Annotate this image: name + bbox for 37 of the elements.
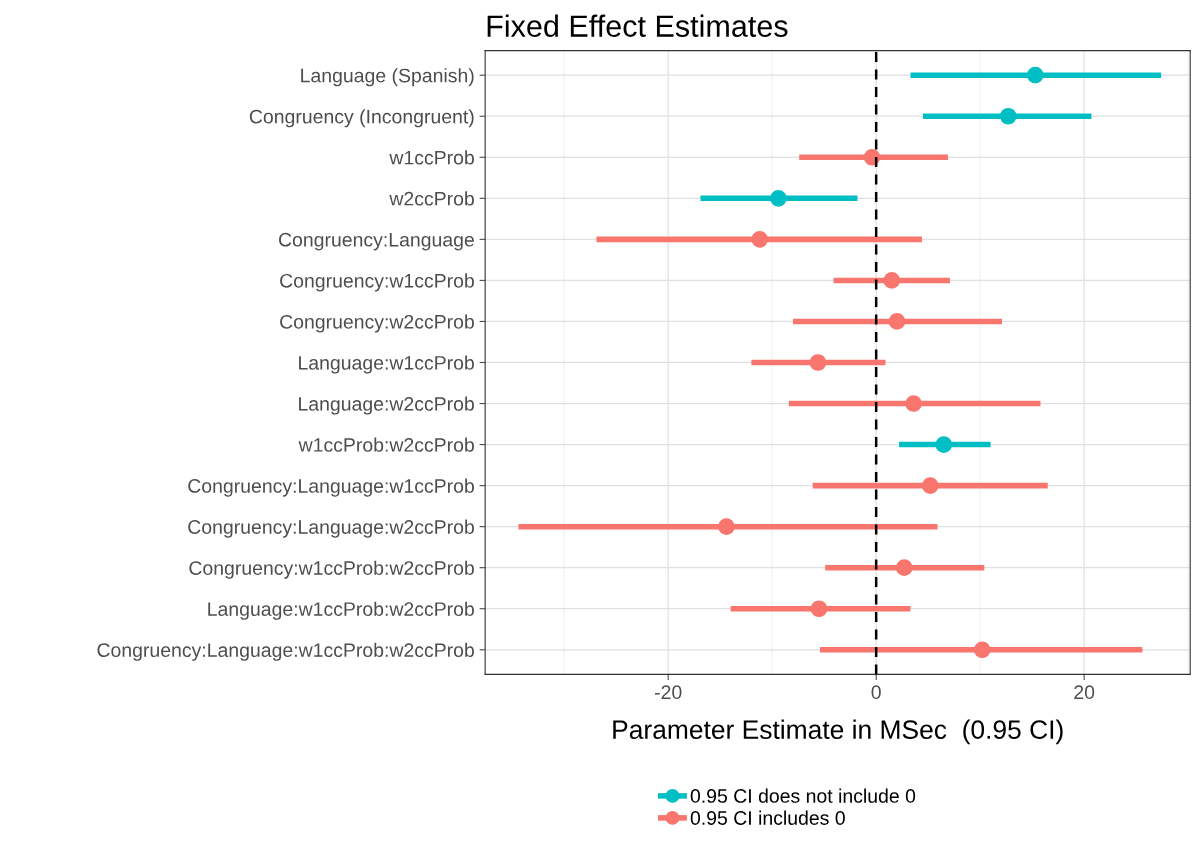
y-tick-label: w1ccProb xyxy=(389,150,474,165)
x-tick-label: -20 xyxy=(655,685,682,700)
y-tick-label: Language (Spanish) xyxy=(301,68,474,87)
x-axis-title: Parameter Estimate in MSec (0.95 CI) xyxy=(613,719,1063,745)
y-tick-label: Language:w1ccProb xyxy=(299,355,474,374)
point xyxy=(770,189,787,207)
y-tick-label: Congruency:Language:w1ccProb:w2ccProb xyxy=(97,642,474,661)
y-tick-label: Congruency:Language:w1ccProb xyxy=(188,478,474,497)
point xyxy=(883,272,901,289)
point xyxy=(888,313,906,330)
point xyxy=(999,107,1017,125)
point xyxy=(1026,66,1044,84)
y-tick-label: Congruency:w1ccProb xyxy=(280,273,474,292)
legend-label: 0.95 CI does not include 0 xyxy=(690,788,916,803)
y-tick-label: Language:w2ccProb xyxy=(299,396,474,415)
point xyxy=(973,641,991,659)
chart-title: Fixed Effect Estimates xyxy=(487,14,788,37)
y-tick-label: Congruency:w1ccProb:w2ccProb xyxy=(189,560,474,579)
y-tick-label: Congruency:Language xyxy=(279,232,474,251)
point xyxy=(921,477,939,494)
point xyxy=(935,436,953,453)
point xyxy=(751,231,769,248)
y-tick-label: Congruency (Incongruent) xyxy=(249,109,474,128)
point xyxy=(718,518,735,535)
point xyxy=(809,354,827,371)
point xyxy=(810,600,828,618)
point xyxy=(863,148,881,166)
y-tick-label: Language:w1ccProb:w2ccProb xyxy=(208,601,474,620)
y-tick-label: w2ccProb xyxy=(389,191,474,206)
y-tick-label: Congruency:Language:w2ccProb xyxy=(188,519,474,538)
point xyxy=(895,559,913,577)
x-tick-label: 0 xyxy=(871,685,881,700)
legend-label: 0.95 CI includes 0 xyxy=(690,810,845,825)
point xyxy=(905,395,922,412)
y-tick-label: Congruency:w2ccProb xyxy=(280,314,474,333)
x-tick-label: 20 xyxy=(1074,685,1095,700)
y-tick-label: w1ccProb:w2ccProb xyxy=(298,437,474,452)
